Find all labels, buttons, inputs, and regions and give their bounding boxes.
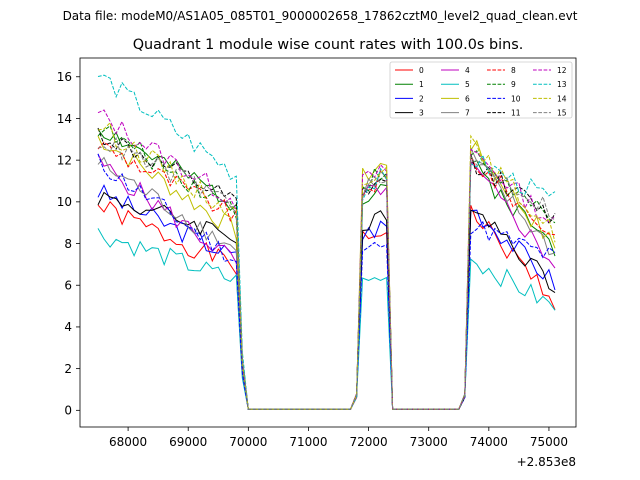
legend-label: 7: [465, 109, 470, 118]
y-tick-label: 16: [57, 70, 72, 84]
series-layer: [97, 74, 556, 410]
legend-label: 14: [557, 94, 567, 103]
legend-label: 4: [465, 66, 470, 75]
legend-label: 15: [557, 109, 567, 118]
y-tick-label: 10: [57, 195, 72, 209]
y-tick-label: 6: [64, 279, 72, 293]
y-tick-label: 0: [64, 404, 72, 418]
x-tick-label: 72000: [349, 435, 387, 449]
y-tick-label: 8: [64, 237, 72, 251]
y-tick-label: 2: [64, 362, 72, 376]
plot-frame: [79, 57, 577, 428]
x-tick-label: 70000: [229, 435, 267, 449]
y-tick-label: 14: [57, 112, 72, 126]
legend-label: 10: [511, 94, 521, 103]
x-tick-label: 69000: [169, 435, 207, 449]
legend-label: 5: [465, 80, 470, 89]
legend-label: 13: [557, 80, 567, 89]
legend-label: 9: [511, 80, 516, 89]
x-tick-label: 71000: [289, 435, 327, 449]
x-tick-label: 73000: [410, 435, 448, 449]
y-tick-label: 12: [57, 153, 72, 167]
legend-label: 8: [511, 66, 516, 75]
chart-title: Quadrant 1 module wise count rates with …: [133, 37, 524, 53]
legend-label: 11: [511, 109, 521, 118]
y-tick-label: 4: [64, 320, 72, 334]
legend-box: [389, 61, 573, 119]
legend-label: 1: [419, 80, 424, 89]
legend-label: 12: [557, 66, 567, 75]
x-tick-label: 75000: [530, 435, 568, 449]
x-tick-label: 68000: [109, 435, 147, 449]
legend-label: 6: [465, 94, 470, 103]
figure-suptitle: Data file: modeM0/AS1A05_085T01_90000026…: [63, 9, 578, 23]
legend-label: 2: [419, 94, 424, 103]
x-axis-offset-label: +2.853e8: [517, 455, 576, 469]
y-axis: 0 2 4 6 8 10 12 14 16: [57, 70, 80, 418]
x-tick-label: 74000: [470, 435, 508, 449]
x-axis: 68000 69000 70000 71000 72000 73000 74000 75000: [109, 427, 568, 449]
legend-label: 0: [419, 66, 424, 75]
series-line-11: [97, 127, 556, 410]
legend-label: 3: [419, 109, 424, 118]
series-line-14: [97, 121, 556, 410]
